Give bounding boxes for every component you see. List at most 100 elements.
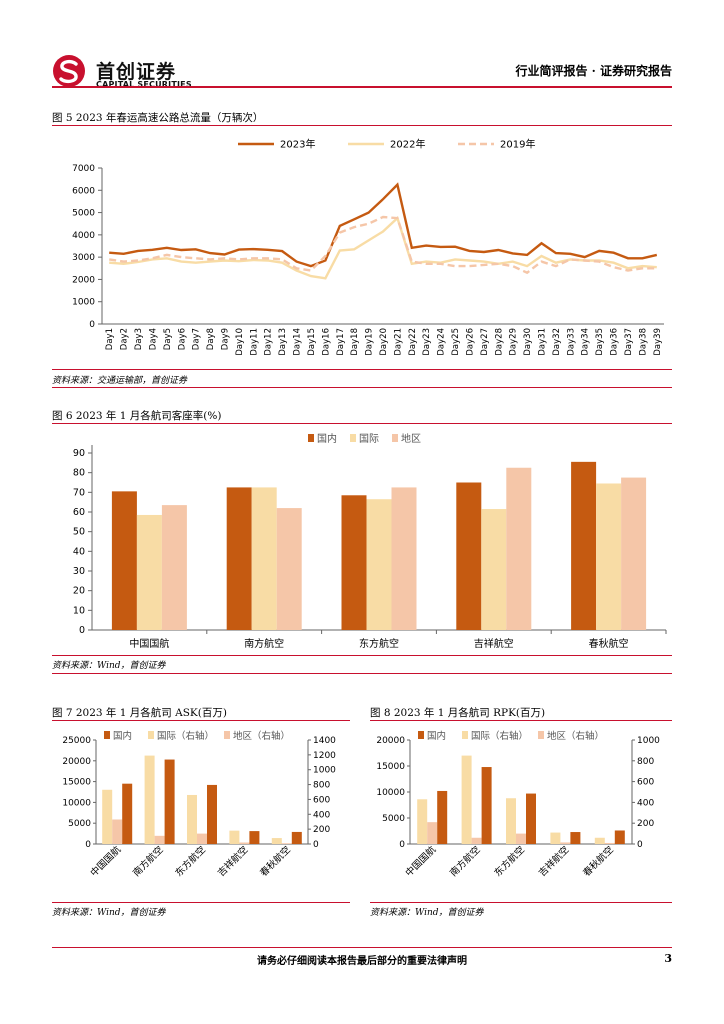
- x-tick-label: Day16: [321, 328, 331, 356]
- y-tick-label: 4000: [72, 231, 95, 241]
- series-line-3: [109, 215, 657, 275]
- fig5-bottom-rule: [52, 387, 672, 388]
- y-tick-label-right: 600: [313, 795, 330, 805]
- x-tick-label: Day25: [451, 328, 461, 356]
- x-tick-label: Day26: [465, 328, 475, 356]
- fig6-source: 资料来源：Wind，首创证券: [52, 661, 166, 671]
- y-tick-label-right: 600: [637, 778, 654, 788]
- bar-2: [136, 514, 162, 630]
- fig7-source-rule: [52, 902, 350, 903]
- fig6-bar-chart: 0 10 20 30 40 50 60 70 80 90 中国国航 南方航空 东方航空 吉祥航空 春秋航空 国…: [73, 432, 667, 650]
- bar-3: [560, 842, 571, 844]
- legend-label: 地区: [401, 432, 421, 445]
- y-tick-label: 6000: [72, 186, 95, 196]
- legend-label: 国际: [359, 433, 379, 445]
- y-tick-label-right: 0: [637, 840, 643, 850]
- x-tick-label: Day32: [552, 328, 562, 356]
- y-tick-label-right: 1200: [313, 751, 336, 761]
- y-tick-label: 5000: [72, 209, 95, 219]
- x-tick-label: Day8: [206, 328, 216, 350]
- y-tick-label-left: 20000: [376, 736, 405, 746]
- bar-2: [144, 755, 155, 844]
- x-tick-label: 吉祥航空: [474, 637, 514, 650]
- y-tick-label: 60: [73, 507, 85, 518]
- fig5-source: 资料来源：交通运输部，首创证券: [52, 376, 188, 386]
- bar-1: [571, 461, 597, 630]
- fig7-source: 资料来源：Wind，首创证券: [52, 908, 166, 918]
- header-divider: [52, 86, 672, 88]
- x-tick-label: Day10: [235, 328, 245, 356]
- bar-1: [341, 495, 367, 630]
- x-tick-label: 吉祥航空: [536, 844, 571, 879]
- fig8-bar-chart: 0 5000 10000 15000 20000 0 200 400 600 800 1000 中国国…: [376, 730, 660, 879]
- x-tick-label: 东方航空: [492, 844, 527, 879]
- bar-2: [229, 830, 240, 844]
- bar-3: [239, 842, 250, 844]
- x-tick-label: Day27: [480, 328, 490, 356]
- bar-2: [187, 794, 197, 844]
- x-tick-label: Day38: [638, 328, 648, 356]
- x-tick-label: Day36: [610, 328, 620, 356]
- x-tick-label: Day34: [581, 328, 591, 356]
- bar-1: [526, 793, 536, 844]
- brand-logo-icon: [53, 55, 85, 87]
- series-line-2: [109, 215, 657, 280]
- y-tick-label-left: 0: [399, 840, 405, 850]
- page-number: 3: [664, 952, 672, 965]
- fig6-title-rule: [52, 423, 672, 424]
- x-tick-label: Day3: [134, 328, 144, 350]
- bar-2: [461, 755, 472, 844]
- bar-3: [112, 819, 123, 844]
- legend-swatch: [538, 731, 544, 739]
- x-tick-label: 春秋航空: [258, 844, 293, 879]
- y-tick-label-left: 15000: [62, 778, 91, 788]
- bar-3: [154, 835, 165, 844]
- x-tick-label: Day20: [379, 328, 389, 356]
- legend-label: 国际（右轴）: [471, 730, 528, 742]
- y-tick-label-right: 0: [313, 840, 319, 850]
- bar-1: [481, 767, 492, 844]
- y-tick-label-left: 5000: [68, 819, 91, 829]
- x-tick-label: Day28: [494, 328, 504, 356]
- legend-label: 国内: [317, 432, 337, 445]
- y-tick-label: 80: [73, 468, 85, 479]
- fig7-bar-chart: 0 5000 10000 15000 20000 25000 0 200 400 600 800 10…: [62, 730, 336, 879]
- x-tick-label: Day24: [437, 328, 447, 356]
- x-tick-label: 中国国航: [88, 843, 124, 879]
- legend-swatch: [224, 731, 230, 739]
- legend-swatch: [104, 731, 110, 739]
- legend-swatch: [350, 434, 356, 442]
- legend-swatch: [418, 731, 424, 739]
- x-tick-label: 南方航空: [244, 637, 284, 650]
- x-tick-label: 春秋航空: [581, 844, 616, 879]
- bar-2: [594, 837, 605, 844]
- x-tick-label: Day12: [264, 328, 274, 356]
- y-tick-label-right: 1400: [313, 736, 336, 746]
- x-tick-label: Day5: [163, 328, 173, 350]
- bar-1: [249, 831, 260, 844]
- bar-3: [391, 487, 417, 630]
- x-tick-label: Day1: [105, 328, 115, 350]
- legend-swatch: [392, 434, 398, 442]
- fig8-source-rule: [370, 902, 672, 903]
- bar-3: [276, 508, 302, 630]
- legend-label: 地区（右轴）: [233, 730, 290, 742]
- x-tick-label: 东方航空: [359, 637, 399, 650]
- bar-1: [122, 783, 133, 844]
- bar-1: [164, 759, 175, 844]
- bar-2: [366, 499, 392, 630]
- x-tick-label: 南方航空: [447, 844, 482, 879]
- x-tick-label: Day23: [422, 328, 432, 356]
- y-tick-label-right: 800: [313, 781, 330, 791]
- x-tick-label: Day35: [595, 328, 605, 356]
- y-tick-label-left: 15000: [376, 762, 405, 772]
- report-type: 行业简评报告 · 证券研究报告: [515, 64, 672, 78]
- y-tick-label: 2000: [72, 275, 95, 285]
- bar-1: [226, 487, 252, 630]
- bar-1: [207, 784, 217, 844]
- bar-2: [506, 798, 516, 844]
- bar-3: [621, 477, 647, 630]
- y-tick-label-left: 20000: [62, 757, 91, 767]
- fig5-line-chart: 0 1000 2000 3000 4000 5000 6000 7000 Day1 Day2 Day…: [72, 138, 664, 356]
- bar-2: [251, 487, 277, 630]
